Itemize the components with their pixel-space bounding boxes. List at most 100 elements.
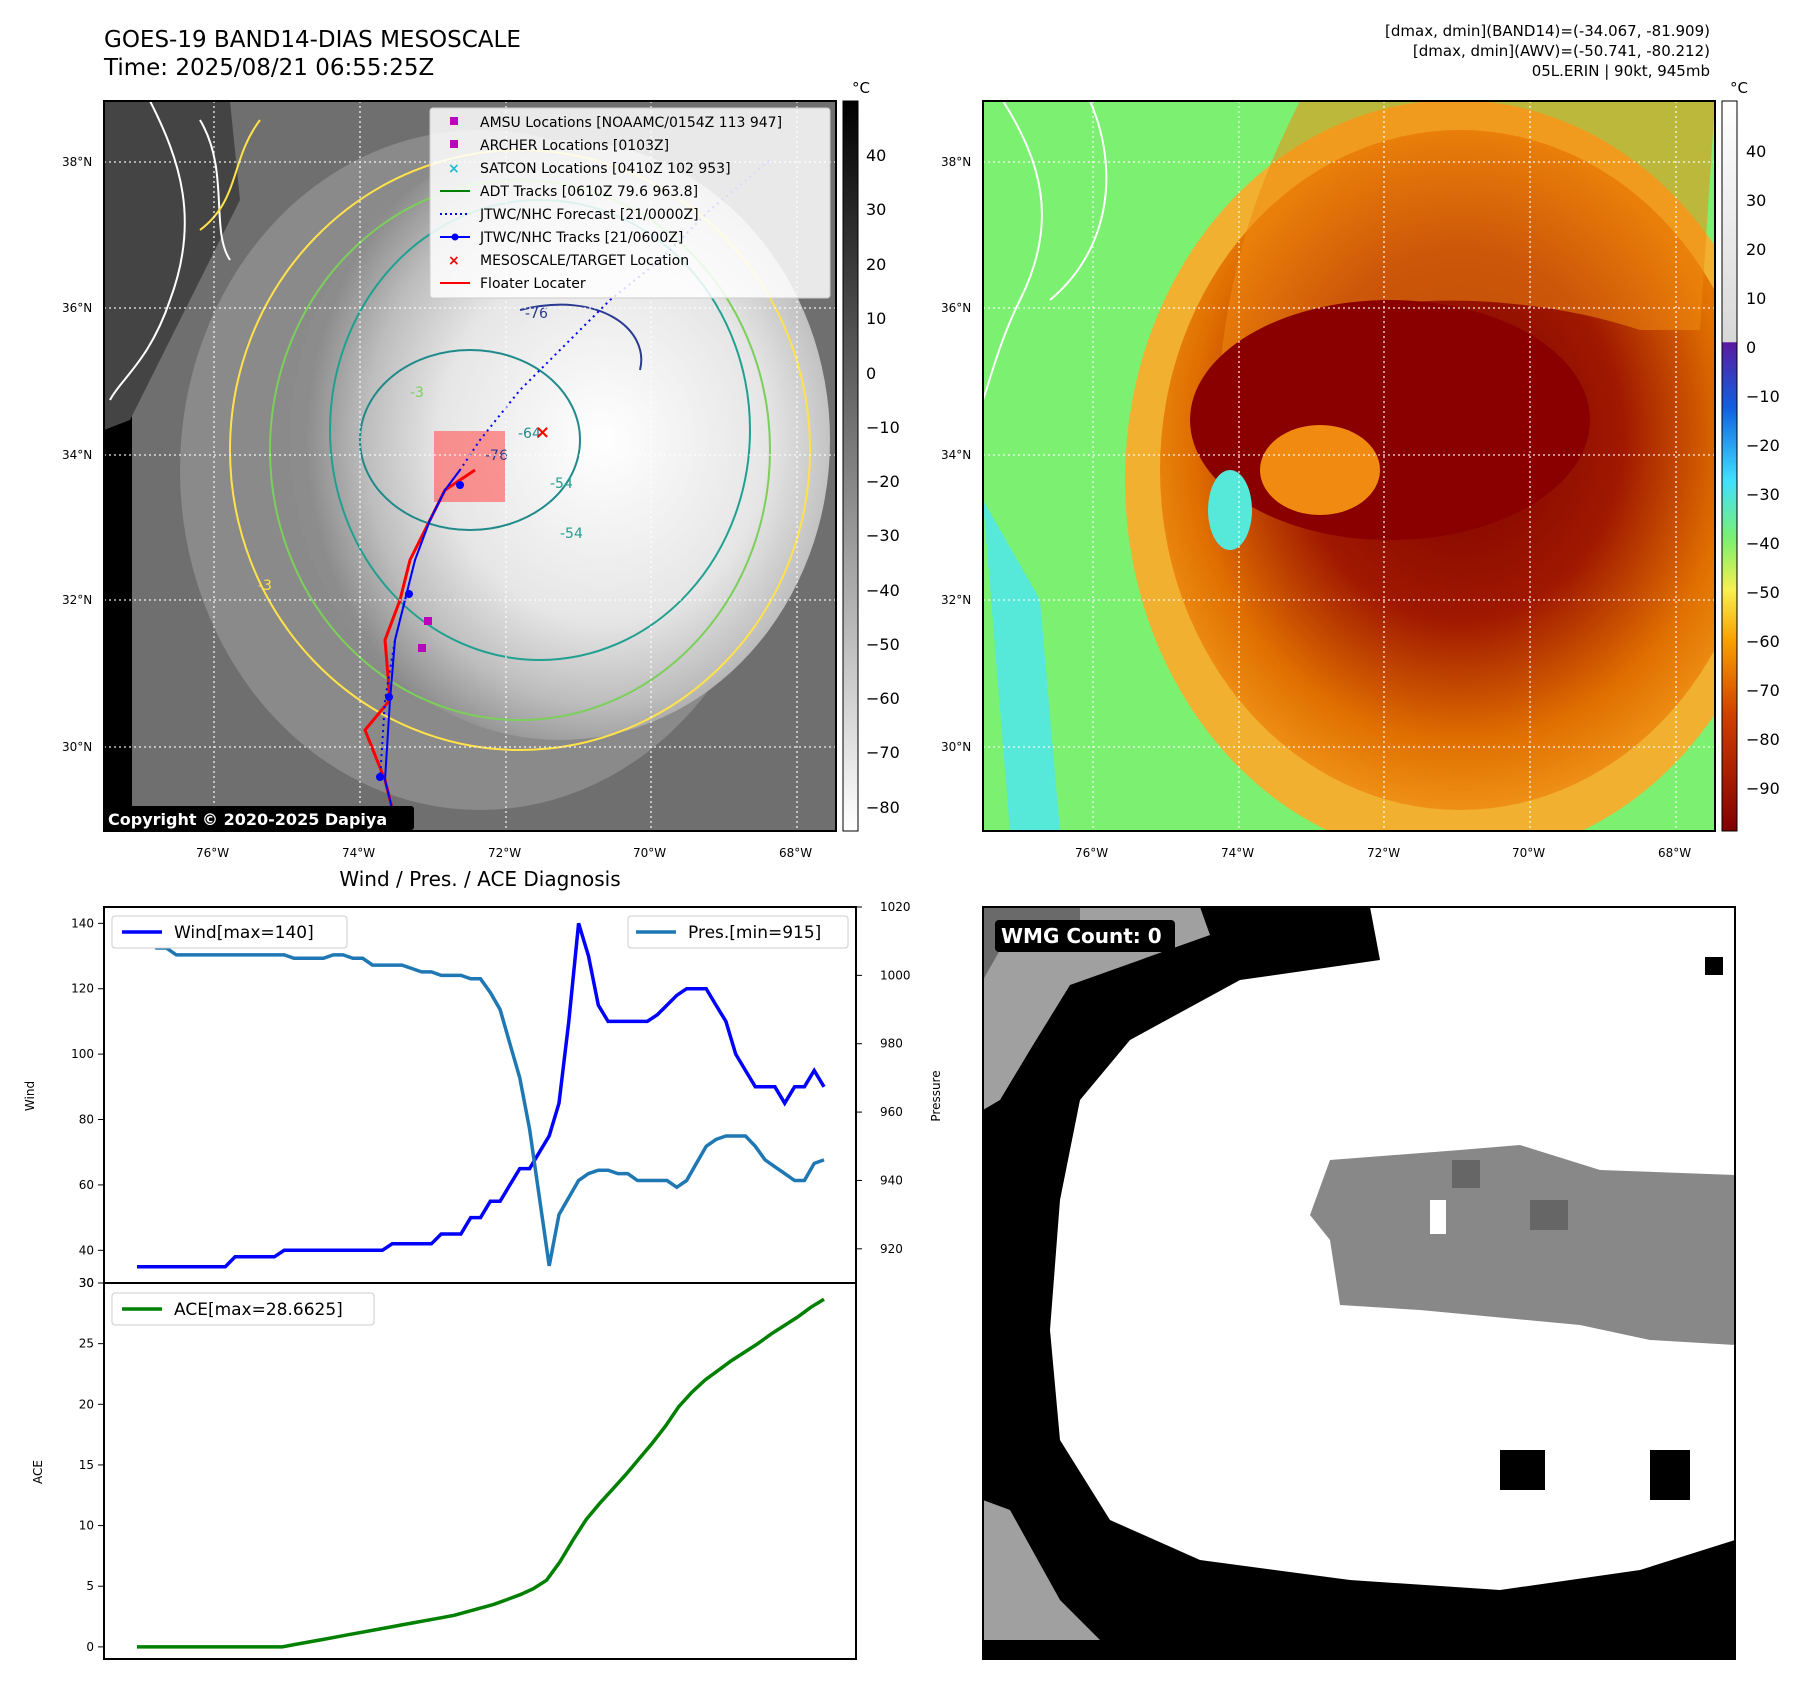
pressure-tick-label: 960 — [880, 1105, 903, 1119]
contour-label-7: -3 — [258, 578, 272, 594]
info-line2: [dmax, dmin](AWV)=(-50.741, -80.212) — [1412, 42, 1710, 60]
info-line3: 05L.ERIN | 90kt, 945mb — [1531, 62, 1710, 80]
legend-amsu: AMSU Locations [NOAAMC/0154Z 113 947] — [480, 115, 782, 131]
legend-target: MESOSCALE/TARGET Location — [480, 253, 689, 269]
legend-floater: Floater Locater — [480, 276, 586, 292]
ace-series-line — [137, 1297, 825, 1649]
diagnosis-title: Wind / Pres. / ACE Diagnosis — [339, 867, 620, 891]
awv-cb-tick: −60 — [1746, 632, 1780, 651]
contour-label-1: -76 — [485, 448, 508, 464]
ir-cb-tick: 20 — [866, 255, 886, 274]
ir-cb-tick: −60 — [866, 689, 900, 708]
legend-adt: ADT Tracks [0610Z 79.6 963.8] — [480, 184, 698, 200]
awv-lon-70: 70°W — [1512, 846, 1545, 860]
pressure-tick-label: 920 — [880, 1242, 903, 1256]
info-line1: [dmax, dmin](BAND14)=(-34.067, -81.909) — [1385, 22, 1710, 40]
pressure-legend-label: Pres.[min=915] — [688, 923, 821, 943]
awv-lat-34: 34°N — [941, 448, 971, 462]
ir-cb-tick: 40 — [866, 146, 886, 165]
awv-cb-tick: 40 — [1746, 142, 1766, 161]
awv-lat-32: 32°N — [941, 593, 971, 607]
ir-lat-32: 32°N — [62, 593, 92, 607]
ir-colorbar-unit: °C — [852, 79, 870, 97]
awv-cb-tick: −70 — [1746, 681, 1780, 700]
ir-lon-74: 74°W — [342, 846, 375, 860]
ace-legend-label: ACE[max=28.6625] — [174, 1300, 343, 1320]
ir-cb-tick: −10 — [866, 418, 900, 437]
wind-tick-label: 30 — [79, 1276, 94, 1290]
awv-cb-tick: −20 — [1746, 436, 1780, 455]
target-x-icon: × — [448, 253, 460, 269]
amsu-square-icon — [450, 117, 458, 125]
awv-cb-tick: 10 — [1746, 289, 1766, 308]
legend-satcon: SATCON Locations [0410Z 102 953] — [480, 161, 731, 177]
ir-cb-tick: 10 — [866, 309, 886, 328]
awv-lon-72: 72°W — [1367, 846, 1400, 860]
awv-lon-76: 76°W — [1075, 846, 1108, 860]
contour-label-6: -3 — [410, 385, 424, 401]
pressure-tick-label: 980 — [880, 1037, 903, 1051]
wind-series-line — [137, 922, 826, 1269]
awv-cb-tick: 0 — [1746, 338, 1756, 357]
ace-tick-label: 5 — [86, 1579, 94, 1593]
legend-tracks: JTWC/NHC Tracks [21/0600Z] — [479, 230, 683, 246]
ir-lat-34: 34°N — [62, 448, 92, 462]
ir-cb-tick: −30 — [866, 526, 900, 545]
awv-cb-tick: −50 — [1746, 583, 1780, 602]
awv-map-panel — [982, 100, 1716, 832]
satcon-x-icon: × — [448, 161, 460, 177]
ir-lat-38: 38°N — [62, 155, 92, 169]
ir-lat-36: 36°N — [62, 301, 92, 315]
pressure-series-line — [137, 922, 825, 1267]
wind-tick-label: 140 — [71, 916, 94, 930]
wmg-count-label: WMG Count: 0 — [1001, 924, 1162, 948]
awv-lon-74: 74°W — [1221, 846, 1254, 860]
ace-tick-label: 10 — [79, 1519, 94, 1533]
ir-cb-tick: 0 — [866, 364, 876, 383]
legend-archer: ARCHER Locations [0103Z] — [480, 138, 669, 154]
wind-pres-chart: 30 40 60 80 100 120 140 920 940 960 980 1000 1020 W… — [23, 900, 943, 1290]
ir-lon-68: 68°W — [779, 846, 812, 860]
wind-axis-label: Wind — [23, 1081, 37, 1111]
wmg-panel: WMG Count: 0 — [982, 906, 1736, 1660]
wind-tick-label: 60 — [79, 1178, 94, 1192]
contour-label-3: -54 — [550, 476, 573, 492]
wind-legend: Wind[max=140] — [111, 915, 348, 949]
ir-cb-tick: −20 — [866, 472, 900, 491]
ace-tick-label: 15 — [79, 1458, 94, 1472]
ir-cb-tick: −70 — [866, 743, 900, 762]
wind-tick-label: 100 — [71, 1047, 94, 1061]
wind-tick-label: 120 — [71, 982, 94, 996]
awv-cb-tick: −90 — [1746, 779, 1780, 798]
mesoscale-target-marker: × — [535, 422, 550, 443]
ir-cb-tick: −50 — [866, 635, 900, 654]
ir-lon-70: 70°W — [633, 846, 666, 860]
ir-lon-72: 72°W — [488, 846, 521, 860]
awv-cb-tick: −30 — [1746, 485, 1780, 504]
wind-tick-label: 40 — [79, 1243, 94, 1257]
awv-colorbar-unit: °C — [1730, 79, 1748, 97]
pressure-axis-label: Pressure — [929, 1070, 943, 1121]
ir-cb-tick: −80 — [866, 798, 900, 817]
pressure-tick-label: 1020 — [880, 900, 911, 914]
awv-cb-tick: 30 — [1746, 191, 1766, 210]
ir-lat-30: 30°N — [62, 740, 92, 754]
ace-chart: 0 5 10 15 20 25 30 ACE ACE[max=28.6625] — [31, 1276, 857, 1660]
awv-cb-tick: −80 — [1746, 730, 1780, 749]
chart-title-line1: GOES-19 BAND14-DIAS MESOSCALE — [104, 27, 521, 53]
awv-cb-tick: 20 — [1746, 240, 1766, 259]
awv-lon-68: 68°W — [1658, 846, 1691, 860]
contour-label-2: -64 — [518, 426, 541, 442]
ace-tick-label: 20 — [79, 1397, 94, 1411]
ir-legend: AMSU Locations [NOAAMC/0154Z 113 947] AR… — [429, 107, 831, 299]
awv-cb-tick: −10 — [1746, 387, 1780, 406]
ace-tick-label: 25 — [79, 1337, 94, 1351]
ir-axis-labels: 38°N 36°N 34°N 32°N 30°N 76°W 74°W 72°W … — [62, 155, 812, 860]
ir-cb-tick: −40 — [866, 581, 900, 600]
wind-legend-label: Wind[max=140] — [174, 923, 314, 943]
awv-cb-tick: −40 — [1746, 534, 1780, 553]
ace-axis-label: ACE — [31, 1460, 45, 1484]
legend-forecast: JTWC/NHC Forecast [21/0000Z] — [479, 207, 699, 223]
ace-tick-label: 0 — [86, 1640, 94, 1654]
awv-lat-38: 38°N — [941, 155, 971, 169]
